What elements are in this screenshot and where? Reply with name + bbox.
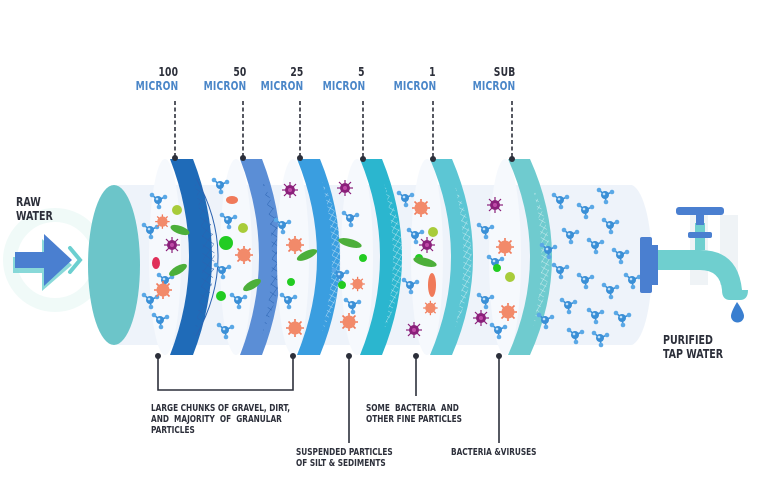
purified-water-label: PURIFIED TAP WATER (663, 333, 723, 361)
caption-silt-line: SUSPENDED PARTICLES (296, 447, 393, 458)
stage-6-size: SUB (493, 65, 515, 79)
stage-5-size: 1 (429, 65, 436, 79)
stage-1-unit: MICRON (135, 79, 178, 93)
stage-3-unit: MICRON (260, 79, 303, 93)
stage-5-unit: MICRON (393, 79, 436, 93)
caption-bacteria-line: SOME BACTERIA AND (366, 403, 459, 414)
filter-stage-25 (277, 159, 342, 355)
water-drop-icon (731, 302, 744, 323)
caption-gravel-line: AND MAJORITY OF GRANULAR (151, 414, 282, 425)
caption-viruses: BACTERIA &VIRUSES (451, 447, 536, 458)
stage-6-unit: MICRON (472, 79, 515, 93)
stage-4-size: 5 (358, 65, 365, 79)
caption-silt-line: OF SILT & SEDIMENTS (296, 458, 386, 469)
caption-bacteria-fine: SOME BACTERIA AND OTHER FINE PARTICLES (366, 403, 462, 425)
raw-water-line-1: RAW (16, 195, 41, 209)
caption-gravel-line: LARGE CHUNKS OF GRAVEL, DIRT, (151, 403, 291, 414)
stage-3-size: 25 (289, 65, 303, 79)
caption-bacteria-line: OTHER FINE PARTICLES (366, 414, 462, 425)
inlet-disc (88, 185, 140, 345)
raw-water-label: RAW WATER (16, 195, 53, 223)
caption-viruses-line: BACTERIA &VIRUSES (451, 447, 537, 458)
purified-line-1: PURIFIED (663, 333, 713, 347)
caption-gravel-line: PARTICLES (151, 425, 195, 436)
stage-2-size: 50 (232, 65, 246, 79)
stage-4-unit: MICRON (322, 79, 365, 93)
caption-silt: SUSPENDED PARTICLES OF SILT & SEDIMENTS (296, 447, 393, 469)
faucet-icon (640, 207, 748, 323)
top-leader-lines (174, 101, 513, 158)
raw-water-line-2: WATER (16, 209, 53, 223)
stage-2-unit: MICRON (203, 79, 246, 93)
purified-line-2: TAP WATER (663, 347, 724, 361)
bottom-leader-lines (157, 356, 500, 443)
contaminant-particles (140, 176, 518, 341)
inlet-arrow-icon (13, 234, 83, 291)
stage-1-size: 100 (158, 65, 178, 79)
caption-gravel: LARGE CHUNKS OF GRAVEL, DIRT, AND MAJORI… (151, 403, 290, 436)
